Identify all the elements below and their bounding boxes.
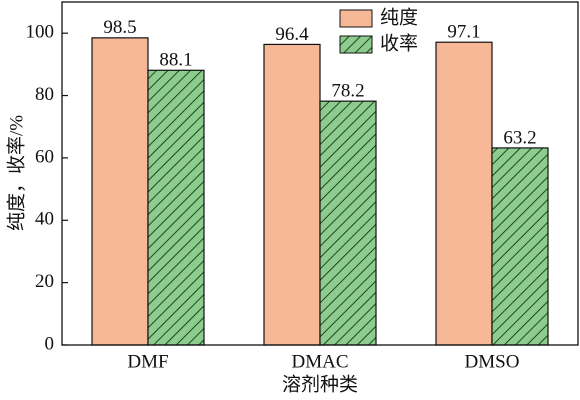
legend-swatch: [339, 9, 373, 28]
y-tick-label: 0: [45, 333, 55, 354]
bar: [263, 43, 321, 346]
bar: [319, 100, 377, 346]
value-label: 96.4: [275, 24, 309, 45]
legend-swatch: [339, 35, 373, 54]
x-axis-label: 溶剂种类: [282, 373, 358, 395]
legend-label: 收率: [380, 32, 418, 54]
value-label: 97.1: [447, 22, 480, 43]
y-axis-label: 纯度，收率/%: [5, 115, 27, 231]
bar: [147, 69, 205, 346]
y-tick-label: 100: [26, 22, 55, 43]
x-tick-label: DMF: [127, 351, 168, 372]
x-tick-label: DMSO: [465, 351, 520, 372]
bar: [491, 147, 549, 346]
x-tick-label: DMAC: [291, 351, 348, 372]
value-label: 98.5: [103, 17, 136, 38]
value-label: 63.2: [503, 127, 536, 148]
legend-label: 纯度: [380, 6, 418, 28]
plot-frame: [61, 1, 579, 346]
bar: [91, 37, 149, 346]
value-label: 78.2: [331, 81, 364, 102]
y-tick-label: 40: [35, 209, 54, 230]
y-tick-label: 20: [35, 271, 54, 292]
bar: [435, 41, 493, 346]
y-tick-label: 80: [35, 84, 54, 105]
value-label: 88.1: [159, 50, 192, 71]
y-tick-label: 60: [35, 146, 54, 167]
